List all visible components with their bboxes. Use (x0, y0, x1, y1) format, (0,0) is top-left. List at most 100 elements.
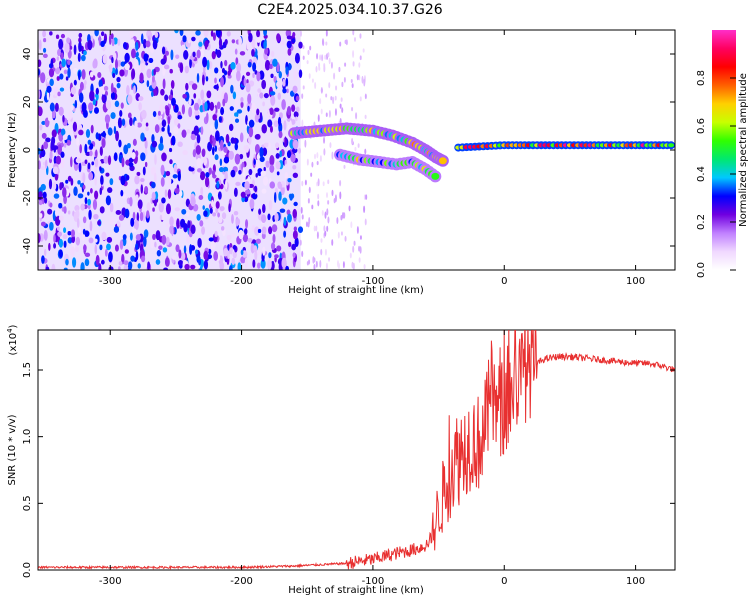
noise-blob (245, 219, 249, 229)
noise-tail-blob (350, 78, 353, 84)
noise-blob (209, 101, 215, 111)
noise-blob (161, 119, 167, 128)
noise-blob (89, 188, 93, 194)
noise-blob (139, 211, 144, 222)
noise-blob (174, 187, 180, 194)
noise-blob (223, 70, 228, 76)
noise-blob (253, 245, 258, 253)
noise-tail-blob (304, 139, 307, 148)
noise-blob (163, 64, 170, 70)
noise-blob (171, 225, 174, 237)
noise-blob (105, 100, 112, 110)
noise-tail-blob (339, 191, 342, 200)
noise-blob (269, 154, 275, 166)
noise-blob (73, 79, 77, 86)
noise-blob (119, 239, 124, 250)
noise-blob (116, 82, 121, 89)
noise-tail-blob (328, 110, 331, 118)
noise-blob (94, 175, 97, 186)
noise-blob (196, 73, 200, 83)
y-tick-label: 20 (22, 96, 33, 109)
noise-blob (133, 58, 139, 70)
noise-tail-blob (304, 179, 307, 186)
noise-blob (232, 244, 237, 250)
noise-blob (164, 94, 169, 101)
noise-blob (227, 70, 231, 76)
noise-tail-blob (301, 214, 304, 220)
noise-blob (165, 50, 169, 56)
noise-blob (169, 216, 174, 227)
noise-blob (179, 30, 184, 37)
noise-blob (185, 82, 189, 91)
noise-blob (209, 124, 214, 132)
noise-blob (38, 233, 41, 244)
noise-blob (290, 153, 296, 163)
noise-tail-blob (317, 193, 320, 200)
snr-x-axis-label: Height of straight line (km) (288, 585, 424, 596)
noise-tail-blob (326, 192, 329, 199)
noise-blob (291, 243, 297, 251)
noise-tail-blob (353, 240, 356, 246)
x-tick-label: 100 (626, 576, 645, 587)
noise-blob (63, 69, 68, 75)
noise-blob (285, 66, 289, 75)
noise-blob (144, 139, 148, 150)
noise-blob (212, 114, 217, 121)
noise-blob (238, 169, 242, 175)
noise-tail-blob (339, 118, 342, 125)
noise-blob (251, 38, 256, 48)
noise-blob (231, 257, 236, 266)
noise-tail-blob (305, 221, 308, 228)
noise-blob (70, 246, 75, 257)
noise-blob (200, 47, 204, 58)
noise-blob (135, 194, 139, 201)
noise-blob (63, 267, 68, 270)
noise-blob (53, 181, 57, 190)
noise-blob (189, 58, 192, 69)
noise-blob (107, 155, 112, 166)
noise-blob (94, 244, 98, 255)
noise-blob (104, 114, 111, 124)
noise-blob (44, 197, 48, 204)
noise-blob (214, 130, 220, 142)
noise-blob (140, 255, 146, 263)
noise-blob (281, 257, 287, 269)
noise-blob (183, 245, 187, 254)
noise-tail-blob (309, 45, 312, 51)
noise-blob (163, 267, 169, 270)
noise-blob (146, 68, 152, 79)
noise-blob (180, 252, 186, 261)
noise-blob (131, 68, 136, 80)
noise-tail-blob (335, 85, 338, 91)
noise-blob (270, 242, 276, 251)
noise-blob (291, 104, 296, 112)
noise-blob (288, 241, 292, 248)
noise-blob (57, 144, 63, 155)
noise-blob (195, 114, 200, 120)
noise-blob (58, 38, 64, 50)
noise-blob (259, 92, 264, 99)
noise-blob (257, 88, 262, 94)
noise-blob (143, 53, 149, 62)
noise-blob (293, 111, 299, 118)
noise-blob (195, 144, 201, 155)
noise-blob (191, 36, 196, 42)
noise-blob (112, 52, 117, 61)
noise-blob (151, 75, 155, 83)
noise-blob (56, 226, 60, 231)
noise-blob (243, 77, 247, 87)
noise-tail-blob (306, 60, 309, 65)
noise-blob (139, 72, 144, 83)
noise-tail-blob (342, 261, 345, 269)
noise-blob (129, 30, 134, 40)
noise-blob (158, 143, 164, 151)
noise-blob (115, 209, 122, 215)
noise-blob (207, 141, 213, 152)
noise-blob (221, 212, 227, 220)
noise-blob (123, 260, 129, 266)
noise-blob (145, 122, 149, 127)
noise-blob (114, 58, 118, 70)
noise-blob (84, 197, 88, 205)
noise-blob (139, 62, 146, 72)
noise-tail-blob (308, 216, 311, 225)
